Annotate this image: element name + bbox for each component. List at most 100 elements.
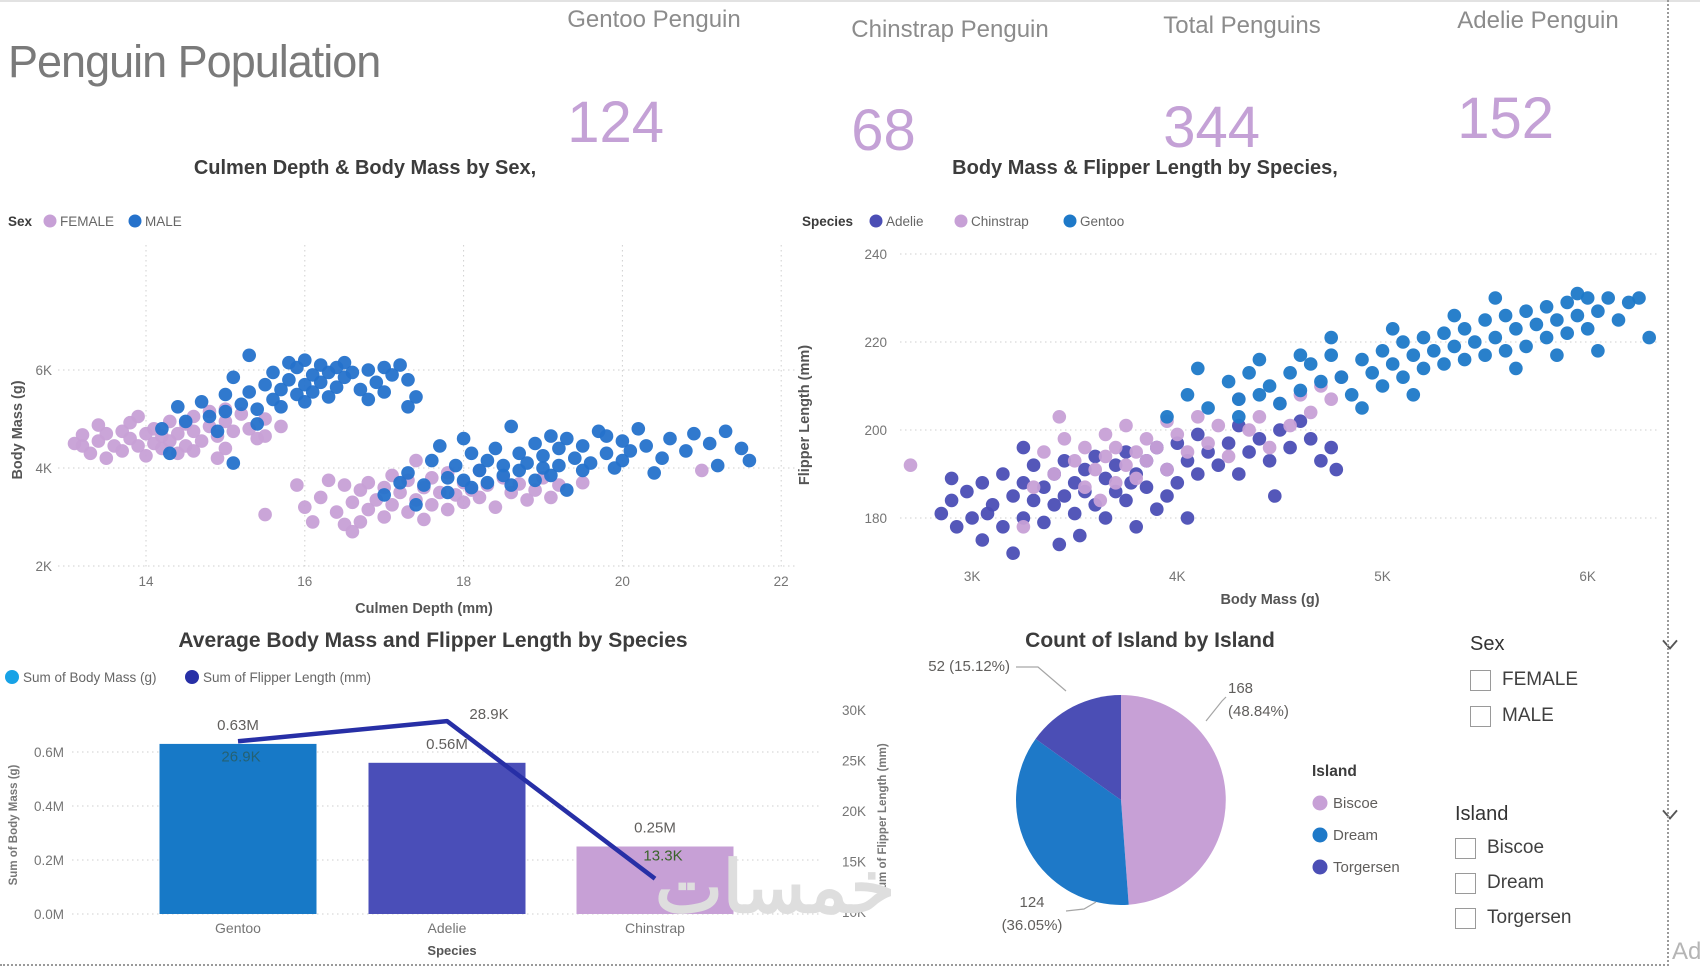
scatter-point[interactable] [171,400,185,414]
scatter-point[interactable] [393,475,407,490]
scatter-point[interactable] [1221,449,1236,464]
slicer-option-female[interactable]: FEMALE [1470,669,1680,691]
scatter-point[interactable] [298,500,312,514]
scatter-point[interactable] [1601,291,1615,305]
scatter-point[interactable] [218,414,233,429]
scatter-point[interactable] [329,505,344,519]
scatter-point[interactable] [583,456,598,470]
scatter-point[interactable] [1550,348,1564,362]
scatter-point[interactable] [647,466,661,480]
scatter-point[interactable] [274,400,288,414]
scatter-point[interactable] [996,467,1010,481]
scatter-point[interactable] [1057,489,1072,503]
scatter-point[interactable] [218,441,233,456]
scatter-point[interactable] [1591,304,1605,318]
scatter-point[interactable] [1396,335,1410,349]
scatter-point[interactable] [520,493,534,507]
scatter-point[interactable] [1293,414,1308,429]
scatter-point[interactable] [960,484,974,499]
scatter-point[interactable] [1211,418,1226,433]
scatter-point[interactable] [1073,528,1087,543]
scatter-point[interactable] [1519,304,1533,318]
scatter-point[interactable] [1006,489,1020,503]
bar-chinstrap[interactable] [576,846,734,915]
scatter-point[interactable] [615,434,630,448]
scatter-point[interactable] [377,385,392,399]
scatter-point[interactable] [1016,440,1031,455]
line-flipper-length[interactable] [237,718,657,881]
scatter-point[interactable] [1160,489,1174,503]
scatter-point[interactable] [258,429,272,443]
scatter-point[interactable] [1139,454,1154,468]
scatter-point[interactable] [1252,432,1267,446]
scatter-point[interactable] [409,390,423,404]
scatter-point[interactable] [1262,440,1277,455]
scatter-point[interactable] [1498,308,1513,323]
scatter-point[interactable] [560,483,574,497]
checkbox-female[interactable] [1470,669,1491,691]
scatter-point[interactable] [194,395,209,409]
scatter-point[interactable] [1488,330,1503,345]
scatter-point[interactable] [1026,480,1041,495]
scatter-point[interactable] [1539,300,1554,314]
scatter-point[interactable] [1016,476,1031,490]
scatter-point[interactable] [639,439,653,453]
scatter-point[interactable] [734,441,749,456]
scatter-point[interactable] [702,436,717,451]
chevron-down-icon[interactable] [1660,808,1680,822]
scatter-point[interactable] [99,451,114,466]
scatter-point[interactable] [448,458,463,473]
scatter-point[interactable] [305,515,320,529]
scatter-point[interactable] [234,407,249,421]
scatter-point[interactable] [949,520,964,534]
scatter-point[interactable] [944,493,959,508]
scatter-point[interactable] [1385,322,1400,336]
scatter-point[interactable] [615,453,630,468]
scatter-point[interactable] [91,418,106,432]
scatter-point[interactable] [385,498,399,512]
scatter-point[interactable] [1303,357,1318,371]
scatter-point[interactable] [361,392,376,407]
scatter-point[interactable] [1334,370,1349,384]
chevron-down-icon[interactable] [1660,638,1680,652]
scatter-point[interactable] [1088,449,1102,464]
scatter-point[interactable] [266,365,280,380]
scatter-point[interactable] [433,439,447,453]
scatter-point[interactable] [409,498,423,512]
scatter-point[interactable] [401,373,415,387]
scatter-point[interactable] [1006,546,1020,560]
scatter-point[interactable] [440,502,455,517]
scatter-point[interactable] [1016,520,1031,534]
scatter-point[interactable] [1052,537,1067,552]
scatter-point[interactable] [1478,348,1492,362]
checkbox-torgersen[interactable] [1455,907,1476,929]
scatter-point[interactable] [329,380,344,394]
scatter-point[interactable] [488,441,503,456]
scatter-point[interactable] [1180,511,1195,525]
kpi-card-gentoo[interactable]: Gentoo Penguin 124 [567,6,827,156]
scatter-point[interactable] [1406,348,1421,362]
scatter-point[interactable] [1457,322,1472,336]
scatter-point[interactable] [440,485,455,500]
scatter-point[interactable] [544,468,558,483]
scatter-point[interactable] [1457,352,1472,367]
scatter-point[interactable] [155,422,169,436]
scatter-point[interactable] [250,417,264,431]
scatter-point[interactable] [1139,480,1154,495]
scatter-point[interactable] [1437,357,1451,371]
scatter-point[interactable] [1314,374,1328,389]
scatter-point[interactable] [1242,445,1256,459]
scatter-point[interactable] [1591,344,1605,358]
scatter-point[interactable] [226,370,241,385]
scatter-point[interactable] [1324,440,1338,455]
scatter-point[interactable] [1252,352,1267,367]
scatter-point[interactable] [417,512,431,527]
scatter-point[interactable] [242,385,256,399]
scatter-point[interactable] [1355,352,1369,367]
scatter-point[interactable] [1385,357,1400,371]
scatter-point[interactable] [944,471,959,486]
scatter-point[interactable] [456,495,471,510]
scatter-point[interactable] [1509,361,1523,376]
scatter-point[interactable] [1129,445,1143,459]
scatter-point[interactable] [1026,458,1041,473]
